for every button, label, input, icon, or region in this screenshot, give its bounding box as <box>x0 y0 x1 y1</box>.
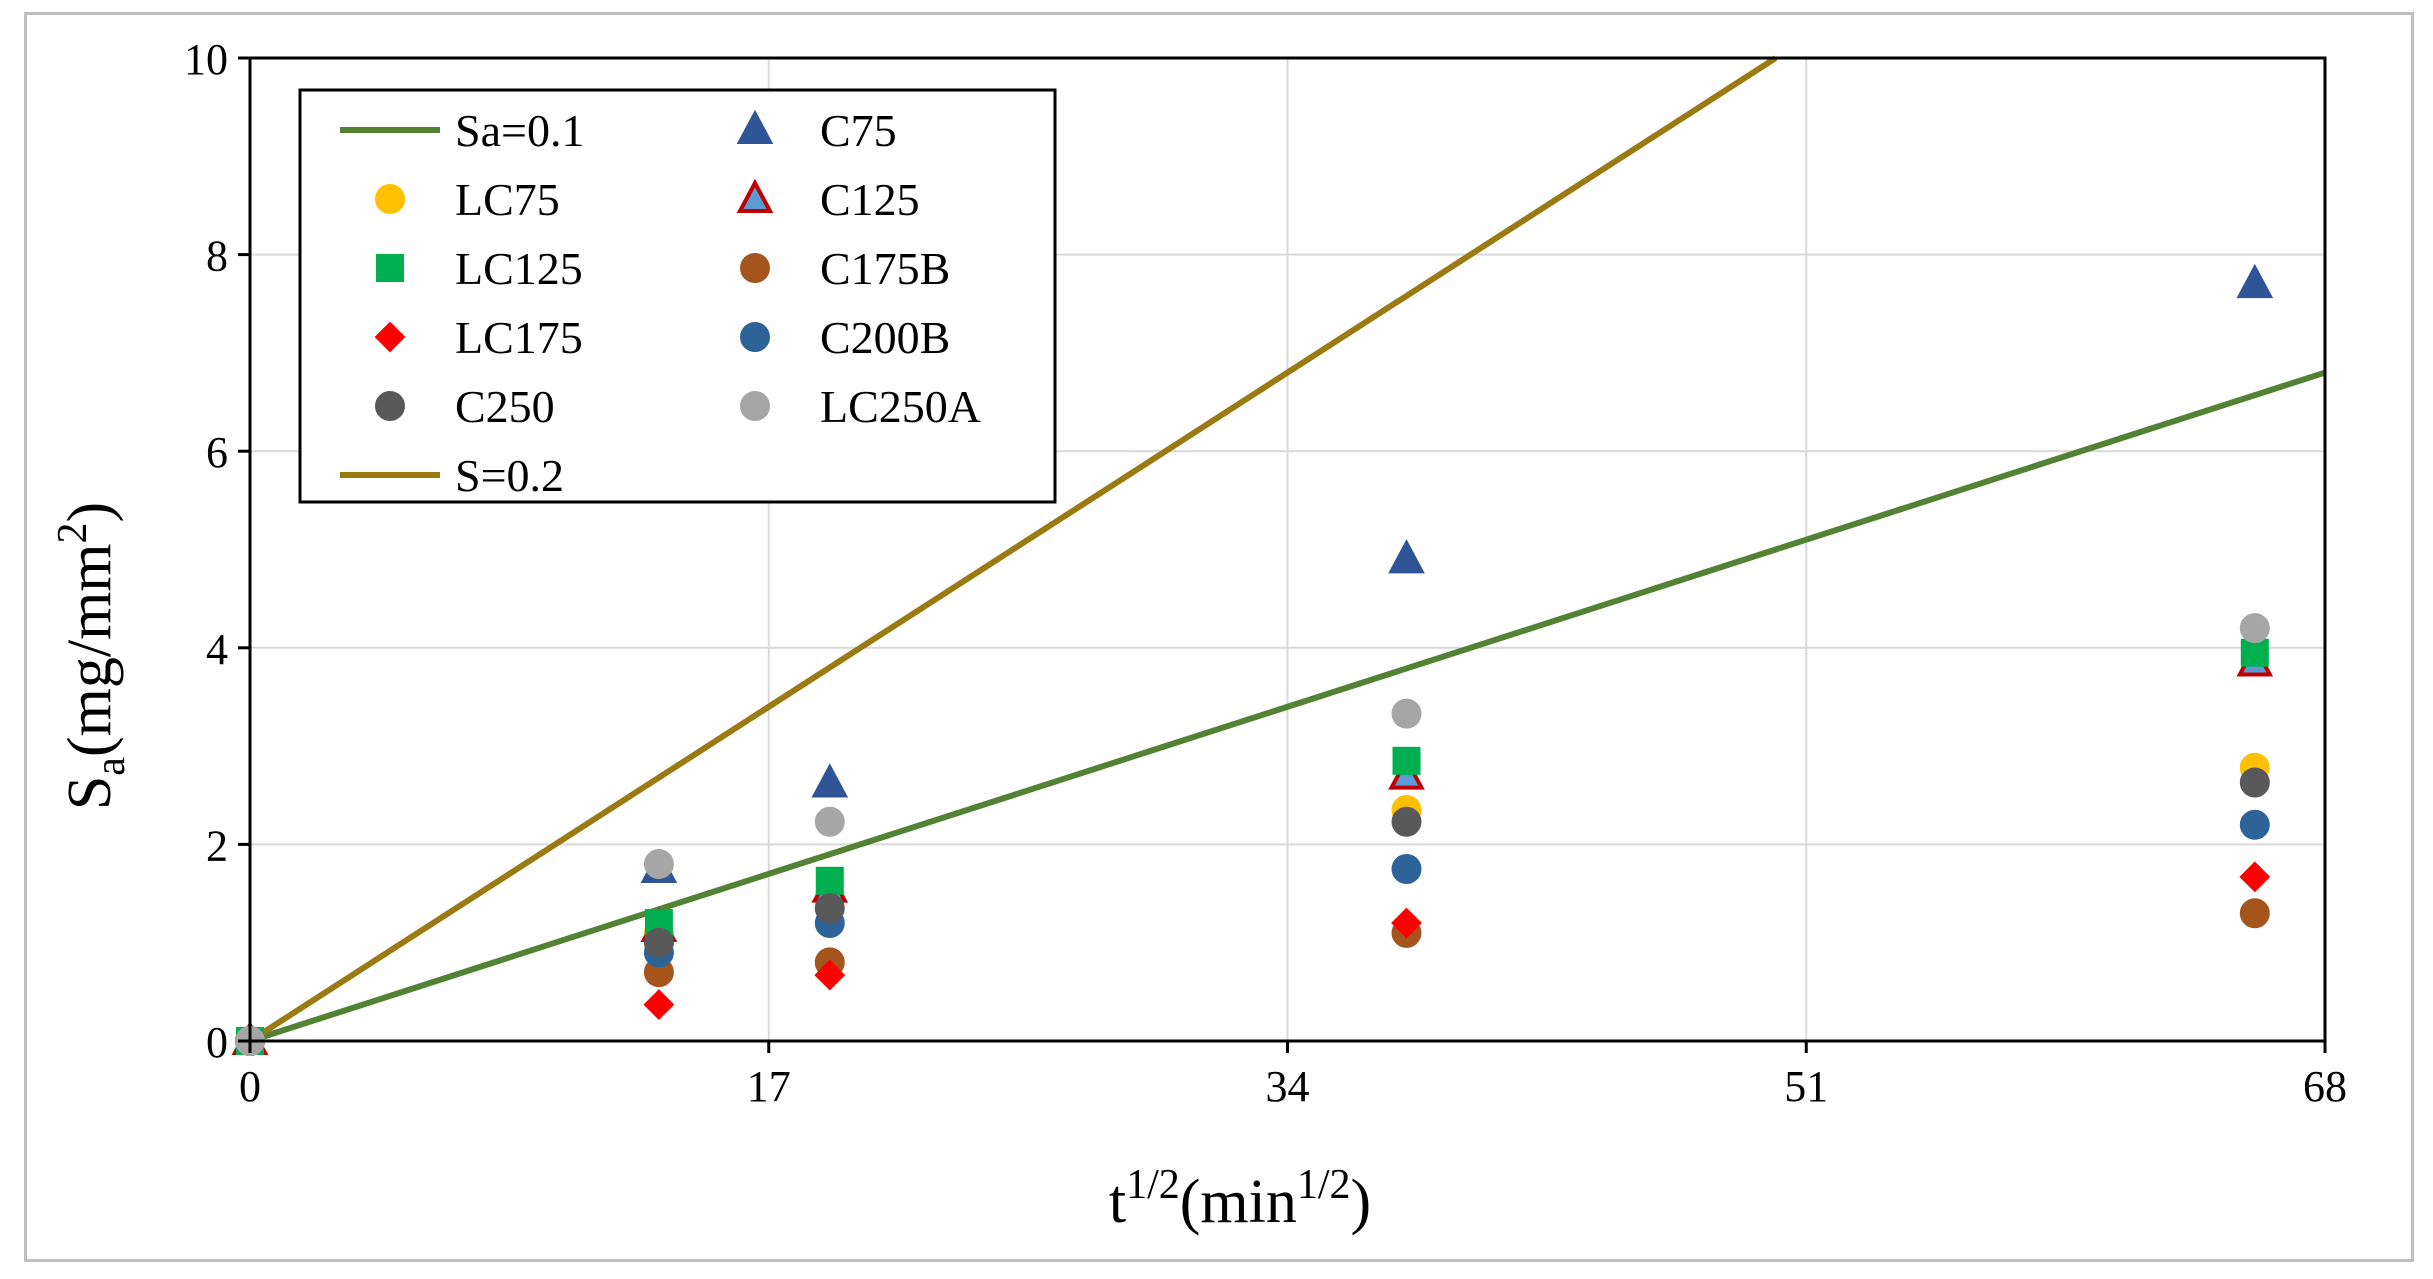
x-axis-label-sup2: 1/2 <box>1297 1162 1351 1208</box>
data-point <box>643 927 674 958</box>
legend-marker-swatch <box>740 322 770 352</box>
legend-item: C250 <box>375 381 555 432</box>
data-point <box>814 806 845 837</box>
legend-label: C125 <box>820 174 920 225</box>
y-tick-label: 0 <box>206 1018 228 1067</box>
data-point <box>1391 907 1422 939</box>
legend-marker-swatch <box>375 184 405 214</box>
legend-item: LC125 <box>376 243 583 294</box>
legend: Sa=0.1 LC75 LC125 LC175 C250 S=0.2 C75 C125 C175… <box>298 88 1057 504</box>
legend-label: C75 <box>820 105 897 156</box>
data-point <box>2239 898 2270 929</box>
x-axis-label-sup1: 1/2 <box>1126 1162 1180 1208</box>
x-axis-label-unit: (min <box>1180 1168 1297 1236</box>
data-point <box>1388 539 1425 574</box>
y-axis-label-end: ) <box>56 502 124 523</box>
legend-marker-swatch <box>736 109 774 144</box>
series-lc75 <box>235 752 2270 1056</box>
x-tick-label: 68 <box>2303 1062 2347 1111</box>
legend-item: C175B <box>740 243 950 294</box>
x-axis-label-main: t <box>1109 1168 1126 1236</box>
y-axis-label-unit: (mg/mm <box>56 543 124 757</box>
legend-item: C75 <box>736 105 897 156</box>
legend-marker-swatch <box>736 178 774 213</box>
reference-line <box>249 369 2326 1044</box>
data-point <box>811 763 849 798</box>
data-point <box>1392 746 1421 775</box>
data-point <box>2239 861 2271 893</box>
series-lc175 <box>234 861 2271 1057</box>
y-tick-label: 4 <box>206 625 228 674</box>
data-point <box>815 866 844 895</box>
legend-label: Sa=0.1 <box>455 105 584 156</box>
series-lc125 <box>236 638 2269 1055</box>
data-point <box>2240 638 2269 667</box>
series-c250 <box>235 767 2270 1056</box>
y-tick-label: 2 <box>206 821 228 870</box>
legend-marker-swatch <box>374 321 406 353</box>
legend-label: LC125 <box>455 243 583 294</box>
data-point <box>814 959 846 991</box>
legend-item: C125 <box>736 174 920 225</box>
series-lc250a <box>235 613 2270 1056</box>
data-point <box>2239 613 2270 644</box>
legend-marker-swatch <box>740 253 770 283</box>
legend-label: LC175 <box>455 312 583 363</box>
y-axis-label-sup: 2 <box>50 522 96 543</box>
legend-label: C250 <box>455 381 555 432</box>
legend-box <box>298 88 1057 504</box>
legend-marker-swatch <box>376 254 404 282</box>
legend-item: C200B <box>740 312 950 363</box>
x-axis-label: t1/2(min1/2) <box>1109 1162 1371 1236</box>
legend-label: LC75 <box>455 174 560 225</box>
x-tick-label: 34 <box>1266 1062 1310 1111</box>
y-axis-label-main: S <box>56 776 124 810</box>
series-c175b <box>235 898 2270 1056</box>
legend-item: LC75 <box>375 174 560 225</box>
data-point <box>2239 767 2270 798</box>
y-tick-label: 6 <box>206 428 228 477</box>
series-c200b <box>235 809 2270 1056</box>
data-point <box>643 989 675 1021</box>
x-tick-label: 0 <box>239 1062 261 1111</box>
data-point <box>1391 698 1422 729</box>
y-axis-label: Sa(mg/mm2) <box>50 502 134 810</box>
series-c125 <box>231 642 2274 1055</box>
x-axis-label-end: ) <box>1351 1168 1372 1236</box>
reference-lines <box>248 55 2326 1044</box>
data-points <box>231 263 2274 1057</box>
y-axis-label-sub: a <box>88 757 134 776</box>
legend-label: C200B <box>820 312 950 363</box>
data-point <box>1391 853 1422 884</box>
legend-marker-swatch <box>375 391 405 421</box>
data-point <box>643 849 674 880</box>
legend-item: LC175 <box>374 312 583 363</box>
axes <box>238 56 2327 1053</box>
legend-label: C175B <box>820 243 950 294</box>
reference-line <box>248 55 1778 1044</box>
data-point <box>814 893 845 924</box>
x-tick-label: 51 <box>1784 1062 1828 1111</box>
y-tick-label: 8 <box>206 232 228 281</box>
legend-item: S=0.2 <box>340 450 564 501</box>
data-point <box>2239 809 2270 840</box>
x-tick-label: 17 <box>747 1062 791 1111</box>
data-point <box>2236 263 2274 299</box>
data-point <box>1391 806 1422 837</box>
legend-label: LC250A <box>820 381 981 432</box>
legend-label: S=0.2 <box>455 450 564 501</box>
legend-item: LC250A <box>740 381 981 432</box>
legend-marker-swatch <box>740 391 770 421</box>
y-tick-label: 10 <box>184 35 228 84</box>
legend-item: Sa=0.1 <box>340 105 584 156</box>
